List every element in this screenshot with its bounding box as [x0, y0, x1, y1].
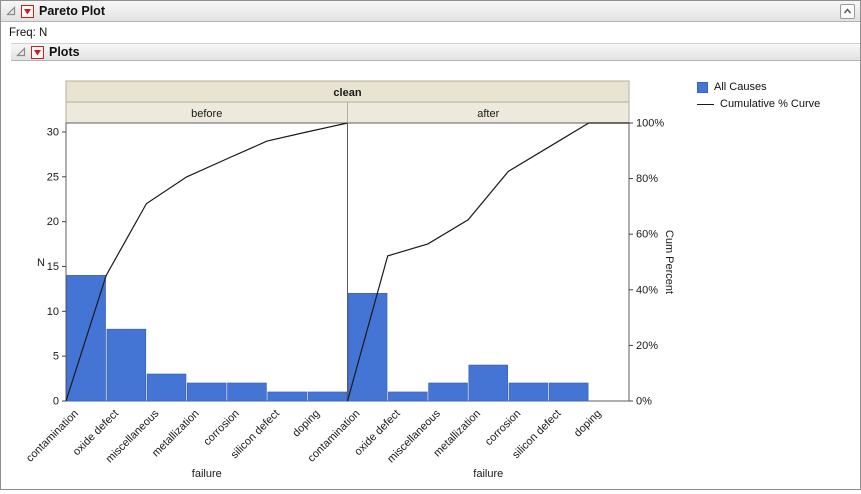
red-triangle-menu-icon[interactable] — [21, 4, 34, 18]
bar-before-silicon-defect[interactable] — [267, 391, 307, 402]
bar-after-metallization[interactable] — [468, 364, 509, 402]
legend-item-bars: All Causes — [697, 81, 820, 93]
bar-before-miscellaneous[interactable] — [146, 373, 187, 402]
legend-label: All Causes — [714, 81, 767, 93]
n-axis-tick-label: 20 — [47, 216, 59, 228]
pct-axis-tick-label: 20% — [636, 340, 658, 352]
n-axis-tick-label: 15 — [47, 261, 59, 273]
disclosure-triangle-icon[interactable] — [16, 47, 26, 57]
legend: All Causes Cumulative % Curve — [697, 81, 820, 115]
pct-axis-tick-label: 80% — [636, 173, 658, 185]
bar-after-corrosion[interactable] — [508, 382, 549, 402]
n-axis-tick-label: 30 — [47, 126, 59, 138]
bar-legend-swatch-icon — [697, 81, 708, 93]
y-axis-label: N — [37, 257, 45, 269]
pareto-plot-titlebar: Pareto Plot — [1, 1, 860, 22]
freq-row: Freq: N — [1, 22, 860, 43]
pct-axis-tick-label: 0% — [636, 396, 652, 408]
chart-area: clean before contamination oxide defect misc… — [1, 61, 860, 489]
freq-label: Freq: N — [9, 26, 48, 39]
legend-item-curve: Cumulative % Curve — [697, 98, 820, 110]
plot-panel-after — [347, 122, 630, 402]
line-legend-swatch-icon — [697, 103, 714, 105]
pct-axis-tick-label: 40% — [636, 284, 658, 296]
n-axis-tick-label: 5 — [53, 351, 59, 363]
legend-label: Cumulative % Curve — [720, 98, 821, 110]
panel-header-label: before — [191, 108, 222, 120]
cumulative-curve-after — [346, 122, 629, 402]
bar-after-contamination[interactable] — [347, 292, 388, 402]
report-title: Pareto Plot — [39, 4, 105, 18]
category-label: corrosion — [201, 408, 241, 448]
category-label: corrosion — [483, 408, 523, 448]
plots-titlebar: Plots — [11, 43, 860, 61]
n-axis-tick-label: 10 — [47, 306, 59, 318]
window-corner-button[interactable] — [840, 3, 855, 19]
n-axis-tick-label: 25 — [47, 171, 59, 183]
bar-after-silicon-defect[interactable] — [548, 382, 589, 402]
n-axis-tick-label: 0 — [53, 396, 59, 408]
pct-axis-tick-label: 100% — [636, 118, 664, 130]
red-triangle-menu-icon[interactable] — [31, 45, 44, 59]
pareto-plot-window: Pareto Plot Freq: N Plots clean before con… — [1, 1, 860, 480]
category-label: doping — [572, 408, 604, 440]
bar-before-oxide-defect[interactable] — [106, 328, 147, 402]
bar-after-miscellaneous[interactable] — [428, 382, 468, 402]
x-axis-label: failure — [473, 468, 503, 480]
panel-header-label: after — [477, 108, 499, 120]
plots-section-title: Plots — [49, 45, 80, 59]
disclosure-triangle-icon[interactable] — [6, 6, 16, 16]
pct-axis-tick-label: 60% — [636, 229, 658, 241]
y2-axis-label: Cum Percent — [663, 230, 675, 294]
category-label: doping — [290, 408, 322, 440]
bar-before-metallization[interactable] — [186, 382, 227, 402]
category-label: contamination — [24, 408, 81, 465]
group-header-label: clean — [333, 87, 361, 99]
x-axis-label: failure — [192, 468, 222, 480]
bar-before-corrosion[interactable] — [227, 382, 267, 402]
bar-after-oxide-defect[interactable] — [388, 391, 428, 402]
cumulative-curve-before — [65, 122, 348, 402]
caret-up-icon — [843, 7, 852, 13]
bar-before-doping[interactable] — [307, 391, 348, 402]
